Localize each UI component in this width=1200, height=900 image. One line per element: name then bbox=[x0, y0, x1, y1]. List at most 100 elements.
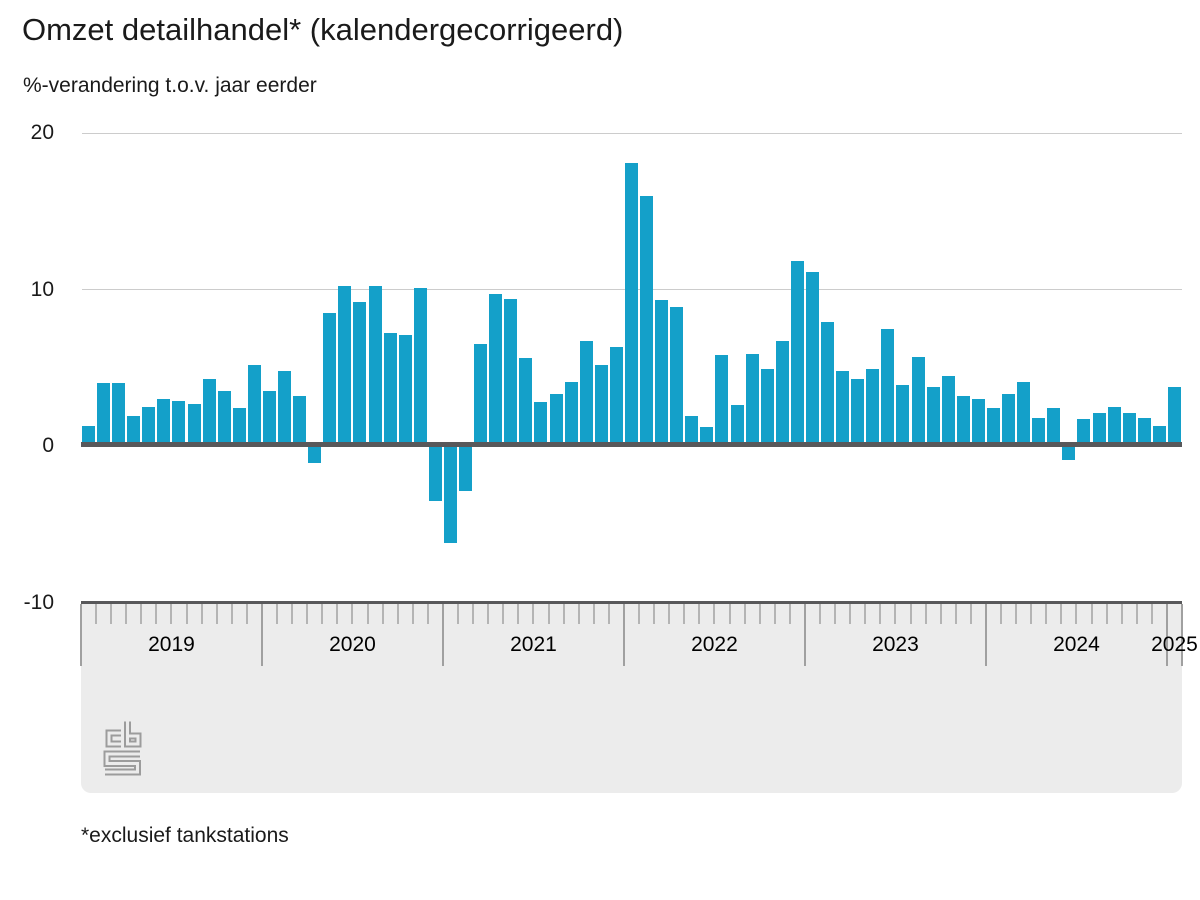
year-boundary-tick bbox=[1165, 604, 1168, 666]
bar-2021-01 bbox=[443, 446, 457, 544]
month-tick bbox=[351, 604, 354, 624]
year-boundary-tick bbox=[80, 604, 82, 666]
bar-2020-09 bbox=[383, 333, 397, 446]
month-tick bbox=[200, 604, 203, 624]
month-tick bbox=[577, 604, 580, 624]
year-boundary-tick bbox=[441, 604, 444, 666]
month-tick bbox=[185, 604, 188, 624]
bar-2019-02 bbox=[97, 383, 111, 446]
bar-2024-08 bbox=[1092, 413, 1106, 446]
month-tick bbox=[668, 604, 671, 624]
bar-2022-05 bbox=[685, 416, 699, 446]
bar-2021-09 bbox=[564, 381, 578, 446]
month-tick bbox=[683, 604, 686, 624]
bar-2020-04 bbox=[308, 446, 322, 464]
month-tick bbox=[230, 604, 233, 624]
bar-2024-12 bbox=[1152, 425, 1166, 446]
bar-2023-03 bbox=[836, 370, 850, 446]
bar-2020-06 bbox=[338, 286, 352, 446]
bar-2023-01 bbox=[805, 272, 819, 446]
bar-2022-06 bbox=[700, 427, 714, 446]
bar-2024-02 bbox=[1002, 394, 1015, 446]
bar-2024-09 bbox=[1107, 406, 1121, 446]
bar-2023-09 bbox=[926, 386, 940, 446]
month-tick bbox=[607, 604, 610, 624]
bar-2019-01 bbox=[82, 425, 95, 446]
y-axis-label: 10 bbox=[30, 277, 54, 301]
month-tick bbox=[1030, 604, 1033, 624]
month-tick bbox=[502, 604, 505, 624]
month-tick bbox=[758, 604, 761, 624]
month-tick bbox=[1015, 604, 1018, 624]
y-axis-label: -10 bbox=[23, 590, 54, 614]
bar-2022-03 bbox=[655, 300, 669, 446]
bar-2021-03 bbox=[474, 344, 488, 446]
bar-2024-03 bbox=[1017, 381, 1031, 446]
bar-2021-07 bbox=[534, 402, 548, 446]
month-tick bbox=[879, 604, 882, 624]
month-tick bbox=[894, 604, 897, 624]
month-tick bbox=[517, 604, 520, 624]
bar-2023-06 bbox=[881, 328, 895, 446]
bar-2021-04 bbox=[489, 294, 503, 446]
cbs-logo bbox=[103, 721, 142, 776]
chart-title: Omzet detailhandel* (kalendergecorrigeer… bbox=[22, 12, 624, 47]
month-tick bbox=[819, 604, 822, 624]
month-tick bbox=[426, 604, 429, 624]
year-label-2023: 2023 bbox=[872, 633, 919, 656]
y-axis-label: 0 bbox=[42, 434, 54, 457]
month-tick bbox=[653, 604, 656, 624]
month-tick bbox=[713, 604, 716, 624]
bar-2019-09 bbox=[202, 378, 216, 446]
month-tick bbox=[1060, 604, 1063, 624]
month-tick bbox=[306, 604, 309, 624]
chart-subtitle: %-verandering t.o.v. jaar eerder bbox=[23, 74, 317, 97]
month-tick bbox=[381, 604, 384, 624]
bar-2020-05 bbox=[323, 312, 337, 446]
bar-2023-04 bbox=[851, 378, 865, 446]
month-tick bbox=[155, 604, 158, 624]
month-tick bbox=[743, 604, 746, 624]
bar-2021-11 bbox=[594, 364, 608, 446]
footnote: *exclusief tankstations bbox=[81, 824, 289, 847]
month-tick bbox=[773, 604, 776, 624]
month-tick bbox=[1150, 604, 1153, 624]
x-axis-band: 2019 2020 2021 2022 2023 2024 2025 bbox=[80, 601, 1198, 793]
month-tick bbox=[140, 604, 143, 624]
month-tick bbox=[969, 604, 972, 624]
year-label-2025: 2025 bbox=[1151, 633, 1198, 656]
bar-2024-07 bbox=[1077, 419, 1091, 446]
month-tick bbox=[291, 604, 294, 624]
bar-2019-07 bbox=[172, 400, 186, 446]
month-tick bbox=[487, 604, 490, 624]
month-tick bbox=[834, 604, 837, 624]
year-label-2021: 2021 bbox=[510, 633, 557, 656]
month-tick bbox=[215, 604, 218, 624]
bar-2020-08 bbox=[368, 286, 382, 446]
bar-2023-05 bbox=[866, 369, 880, 446]
bar-2022-02 bbox=[640, 195, 654, 446]
bar-2023-10 bbox=[941, 375, 955, 446]
bar-2024-01 bbox=[986, 408, 1000, 446]
zero-line bbox=[81, 442, 1182, 447]
bar-2024-10 bbox=[1122, 413, 1136, 446]
year-boundary-tick bbox=[260, 604, 263, 666]
month-tick bbox=[924, 604, 927, 624]
month-tick bbox=[276, 604, 279, 624]
month-tick bbox=[532, 604, 535, 624]
bar-2019-11 bbox=[232, 408, 246, 446]
bar-2024-05 bbox=[1047, 408, 1061, 446]
month-tick bbox=[1135, 604, 1138, 624]
bar-2022-09 bbox=[745, 353, 759, 446]
bar-2020-12 bbox=[428, 446, 442, 501]
bar-2023-07 bbox=[896, 384, 910, 446]
month-tick bbox=[1000, 604, 1002, 624]
bar-2022-01 bbox=[624, 162, 638, 446]
bar-2020-11 bbox=[413, 287, 427, 446]
bar-2020-07 bbox=[353, 302, 367, 446]
month-tick bbox=[864, 604, 867, 624]
month-tick bbox=[366, 604, 369, 624]
month-tick bbox=[457, 604, 460, 624]
bar-2021-12 bbox=[609, 347, 623, 446]
month-tick bbox=[547, 604, 550, 624]
